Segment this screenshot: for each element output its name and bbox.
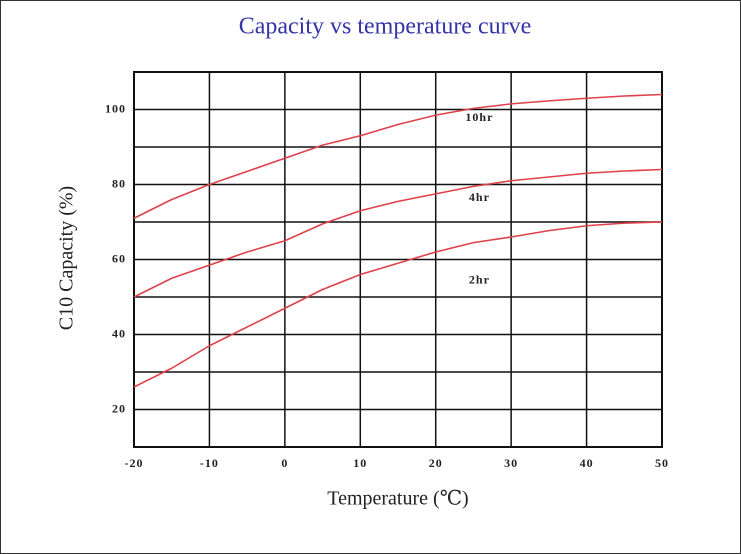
x-tick-label: -20 bbox=[125, 456, 144, 470]
series-line bbox=[133, 93, 663, 219]
y-axis-label: C10 Capacity (%) bbox=[56, 186, 78, 330]
x-tick-label: -10 bbox=[200, 456, 219, 470]
y-tick-label: 40 bbox=[112, 326, 126, 340]
series-label: 4hr bbox=[469, 190, 490, 204]
x-tick-label: 20 bbox=[429, 456, 443, 470]
x-tick-label: 40 bbox=[580, 456, 594, 470]
y-tick-label: 80 bbox=[112, 176, 126, 190]
y-tick-label: 60 bbox=[112, 251, 126, 265]
y-tick-label: 100 bbox=[105, 101, 126, 115]
chart-title: Capacity vs temperature curve bbox=[239, 14, 532, 40]
series-line bbox=[133, 221, 663, 388]
y-tick-label: 20 bbox=[112, 401, 126, 415]
x-tick-label: 50 bbox=[655, 456, 669, 470]
x-tick-label: 30 bbox=[504, 456, 518, 470]
x-axis-label: Temperature (℃) bbox=[327, 488, 468, 510]
series-line bbox=[133, 168, 663, 298]
x-tick-label: 10 bbox=[353, 456, 367, 470]
x-tick-label: 0 bbox=[281, 456, 288, 470]
series-label: 10hr bbox=[465, 110, 493, 124]
series-label: 2hr bbox=[469, 272, 490, 286]
